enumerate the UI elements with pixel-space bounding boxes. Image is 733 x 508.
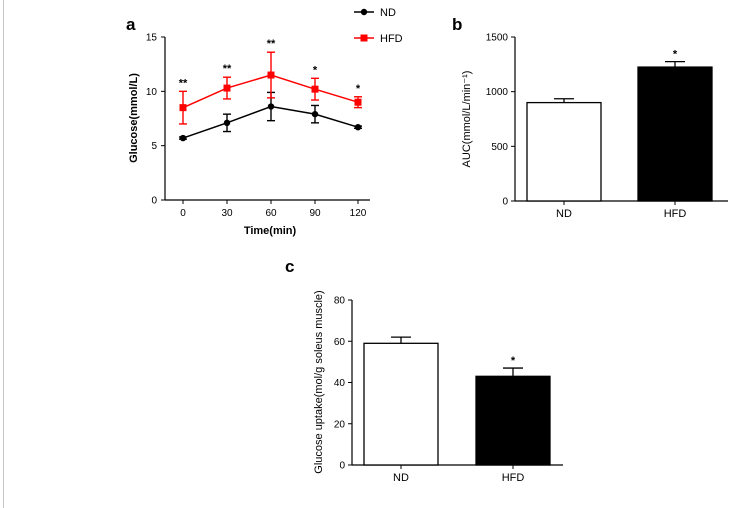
a-y-axis-title: Glucose(mmol/L) (128, 73, 140, 163)
a-significance-mark: ** (223, 63, 232, 75)
c1-y-tick-label: 0 (502, 197, 508, 208)
a-significance-mark: * (356, 83, 361, 95)
a-legend-label-nd: ND (380, 7, 396, 19)
a-point-nd (223, 119, 231, 127)
a-y-tick-label: 10 (146, 87, 158, 98)
c2-y-tick-label: 40 (334, 378, 346, 389)
a-legend-marker-nd (360, 8, 368, 16)
a-x-tick-label: 30 (221, 208, 233, 219)
a-point-nd (311, 110, 319, 118)
c1-y-tick-label: 1500 (486, 33, 509, 44)
a-x-tick-label: 90 (309, 208, 321, 219)
a-point-hfd (179, 104, 187, 112)
c2-x-category-label: HFD (502, 472, 525, 484)
a-legend-label-hfd: HFD (380, 33, 403, 45)
c2-y-tick-label: 20 (334, 419, 346, 430)
panel-b-label: b (452, 15, 462, 34)
a-point-nd (179, 134, 187, 142)
a-y-tick-label: 0 (151, 196, 157, 207)
a-legend-marker-hfd (360, 34, 368, 42)
c2-y-tick-label: 60 (334, 337, 346, 348)
c1-bar-hfd (637, 66, 713, 202)
c2-bar-nd (363, 342, 439, 466)
a-y-tick-label: 15 (146, 33, 158, 44)
figure-border-line (3, 0, 4, 508)
c2-y-tick-label: 0 (339, 461, 345, 472)
c1-x-category-label: HFD (664, 208, 687, 220)
a-x-tick-label: 120 (350, 208, 367, 219)
c2-significance-mark: * (511, 355, 516, 367)
c1-y-axis-title: AUC(mmol/L/min⁻¹) (461, 71, 473, 168)
a-point-hfd (223, 84, 231, 92)
chart-a-glucose-tolerance: 0 5 10 15 0 30 60 90 120 Time(min) Glucose(mmol/L)… (128, 7, 403, 237)
chart-b-auc: 0 500 1000 1500 ND HFD * AUC(mmol/L/min⁻¹) (461, 33, 728, 220)
a-point-nd (267, 103, 275, 110)
a-y-tick-label: 5 (151, 141, 157, 152)
panel-c-label: c (285, 257, 294, 276)
a-x-tick-label: 60 (265, 208, 277, 219)
c2-y-tick-label: 80 (334, 296, 346, 307)
a-point-nd (354, 123, 362, 131)
a-significance-mark: ** (267, 38, 276, 50)
a-significance-mark: * (313, 64, 318, 76)
a-point-hfd (267, 71, 275, 79)
c2-x-category-label: ND (393, 472, 409, 484)
a-point-hfd (311, 85, 319, 93)
a-point-hfd (354, 98, 362, 106)
c1-significance-mark: * (673, 49, 678, 61)
a-x-axis-title: Time(min) (244, 225, 297, 237)
a-significance-mark: ** (179, 77, 188, 89)
chart-c-glucose-uptake: 0 20 40 60 80 ND HFD * Glucose uptake(mol/g sole… (313, 290, 563, 484)
c2-y-axis-title: Glucose uptake(mol/g soleus muscle) (313, 290, 325, 473)
c1-x-category-label: ND (556, 208, 572, 220)
c2-bar-hfd (475, 375, 551, 466)
c1-bar-nd (526, 101, 602, 202)
panel-a-label: a (126, 15, 136, 34)
c1-y-tick-label: 1000 (486, 87, 509, 98)
a-x-tick-label: 0 (180, 208, 186, 219)
c1-y-tick-label: 500 (491, 142, 508, 153)
